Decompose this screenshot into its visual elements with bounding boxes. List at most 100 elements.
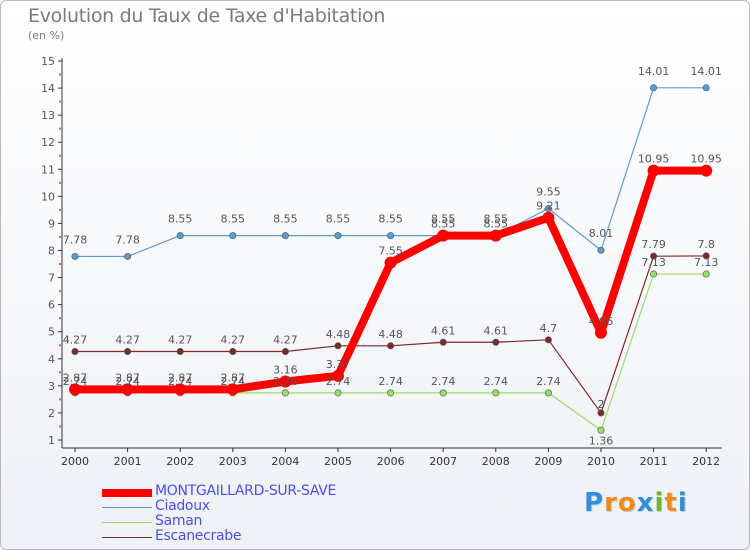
x-tick-label: 2011 [640,455,668,468]
data-label-escanecrabe: 4.27 [221,333,246,346]
data-label-escanecrabe: 4.61 [484,324,509,337]
y-minor-tick [59,181,61,184]
data-label-saman: 2.74 [536,375,561,388]
data-point-escanecrabe [597,409,605,417]
data-label-escanecrabe: 4.27 [115,333,140,346]
y-tick-label: 1 [48,434,55,447]
y-minor-tick [59,290,61,293]
y-tick-label: 10 [41,190,55,203]
x-tick-label: 2007 [429,455,457,468]
data-label-saman: 2.74 [273,375,298,388]
data-point-escanecrabe [650,252,658,260]
data-point-saman [544,389,552,397]
data-label-montgaillard: 2.87 [168,371,193,384]
x-tick-label: 2010 [587,455,615,468]
data-point-escanecrabe [334,342,342,350]
data-label-ciadoux: 8.55 [431,213,456,226]
y-minor-tick [59,127,61,130]
y-tick-label: 13 [41,109,55,122]
data-point-ciadoux [71,252,79,260]
data-label-montgaillard: 2.87 [221,371,246,384]
data-point-ciadoux [702,84,710,92]
data-point-ciadoux [544,205,552,213]
data-label-montgaillard: 4.96 [589,315,614,328]
data-label-saman: 2.74 [378,375,403,388]
data-point-ciadoux [229,232,237,240]
data-label-saman: 2.74 [115,375,140,388]
data-point-escanecrabe [229,347,237,355]
y-minor-tick [59,344,61,347]
legend-label-escanecrabe: Escanecrabe [155,528,242,544]
y-tick-label: 8 [48,245,55,258]
data-point-montgaillard [542,211,555,224]
logo-letter: i [677,488,688,518]
data-label-escanecrabe: 7.79 [641,238,666,251]
legend-label-saman: Saman [155,513,203,529]
data-point-montgaillard [489,229,502,242]
data-label-montgaillard: 10.95 [690,153,722,166]
y-minor-tick [59,73,61,76]
data-point-escanecrabe [176,347,184,355]
legend-swatch-ciadoux [102,507,152,508]
data-point-ciadoux [124,252,132,260]
data-point-saman [387,389,395,397]
y-tick-label: 5 [48,326,55,339]
data-point-escanecrabe [281,347,289,355]
data-point-saman [492,389,500,397]
logo-letter: x [636,488,655,518]
data-point-montgaillard [332,369,344,382]
legend-swatch-saman [102,522,152,523]
y-tick-label: 2 [48,407,55,420]
y-minor-tick [59,100,61,103]
data-point-ciadoux [597,246,605,254]
data-point-ciadoux [334,232,342,240]
data-point-escanecrabe [544,336,552,344]
series-line-montgaillard [71,166,711,394]
data-label-escanecrabe: 4.48 [378,328,403,341]
x-tick-label: 2001 [114,455,142,468]
y-tick-label: 9 [48,217,55,230]
data-point-escanecrabe [387,342,395,350]
data-label-escanecrabe: 4.7 [540,322,558,335]
data-label-ciadoux: 8.55 [168,213,193,226]
data-label-ciadoux: 8.01 [589,227,614,240]
y-tick-label: 11 [41,163,55,176]
proxiti-logo: Proxiti [584,488,688,518]
data-label-saman: 2.74 [484,375,509,388]
data-label-montgaillard: 2.87 [115,371,140,384]
data-point-escanecrabe [439,338,447,346]
data-point-escanecrabe [492,338,500,346]
data-label-escanecrabe: 4.27 [168,333,193,346]
data-label-escanecrabe: 4.48 [326,328,351,341]
data-label-ciadoux: 8.55 [273,213,298,226]
x-tick-label: 2012 [692,455,720,468]
y-tick-label: 6 [48,299,55,312]
data-label-montgaillard: 8.55 [484,218,509,231]
x-tick-label: 2008 [482,455,510,468]
y-minor-tick [59,371,61,374]
data-point-saman [597,426,605,434]
x-tick-label: 2006 [377,455,405,468]
data-point-saman [702,270,710,278]
legend-label-ciadoux: Ciadoux [155,498,210,514]
data-point-montgaillard [69,383,81,396]
x-tick-label: 2002 [166,455,194,468]
data-label-ciadoux: 14.01 [690,65,722,78]
data-label-escanecrabe: 7.8 [697,238,715,251]
data-label-ciadoux: 8.55 [221,213,246,226]
data-label-montgaillard: 2.87 [63,371,88,384]
data-label-ciadoux: 9.55 [536,186,561,199]
x-tick-label: 2003 [219,455,247,468]
data-point-ciadoux [176,232,184,240]
data-label-saman: 1.36 [589,434,614,447]
data-label-ciadoux: 8.55 [484,213,509,226]
data-point-ciadoux [281,232,289,240]
data-label-montgaillard: 8.55 [431,218,456,231]
x-tick-label: 2005 [324,455,352,468]
data-label-ciadoux: 7.78 [115,233,140,246]
data-label-escanecrabe: 4.27 [273,333,298,346]
y-minor-tick [59,317,61,320]
y-tick-label: 4 [48,353,55,366]
